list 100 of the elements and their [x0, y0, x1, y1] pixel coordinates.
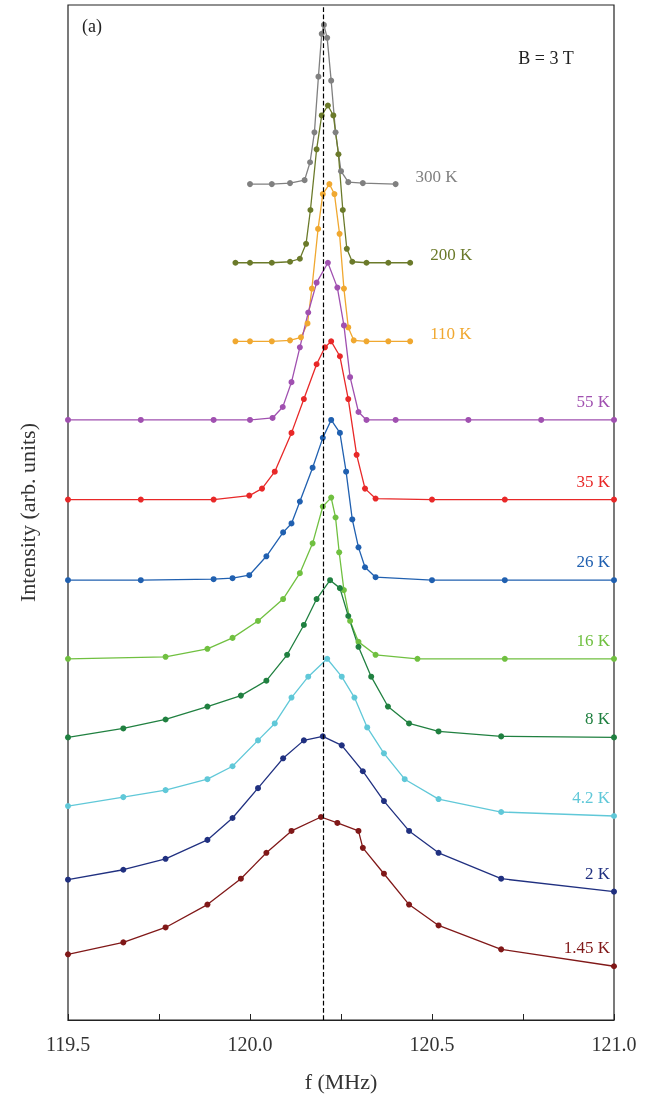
point — [406, 827, 413, 834]
point — [204, 836, 211, 843]
point — [336, 230, 343, 237]
point — [305, 309, 312, 316]
point — [296, 570, 303, 577]
point — [269, 414, 276, 421]
point — [324, 655, 331, 662]
point — [328, 338, 335, 345]
point — [407, 259, 414, 266]
point — [271, 720, 278, 727]
series-label: 2 K — [584, 863, 611, 883]
point — [385, 338, 392, 345]
point — [336, 353, 343, 360]
point — [435, 796, 442, 803]
point — [268, 181, 275, 188]
annotation: (a) — [82, 16, 102, 37]
y-axis-title: Intensity (arb. units) — [14, 422, 40, 603]
point — [288, 694, 295, 701]
point — [340, 322, 347, 329]
point — [120, 866, 127, 873]
point — [345, 179, 352, 186]
point — [401, 776, 408, 783]
point — [501, 655, 508, 662]
point — [263, 553, 270, 560]
point — [204, 645, 211, 652]
point — [255, 785, 262, 792]
point — [271, 468, 278, 475]
point — [611, 963, 617, 970]
point — [280, 596, 287, 603]
point — [338, 673, 345, 680]
point — [255, 617, 262, 624]
point — [318, 30, 325, 37]
point — [268, 338, 275, 345]
point — [350, 337, 357, 344]
point — [162, 924, 169, 931]
point — [237, 875, 244, 882]
point — [288, 379, 295, 386]
point — [296, 255, 303, 262]
point — [300, 396, 307, 403]
point — [304, 320, 311, 327]
point — [345, 396, 352, 403]
point — [326, 181, 333, 188]
point — [414, 655, 421, 662]
point — [406, 901, 413, 908]
point — [263, 849, 270, 856]
point — [324, 102, 331, 109]
point — [247, 416, 253, 423]
point — [363, 416, 370, 423]
point — [372, 574, 379, 581]
point — [359, 180, 366, 187]
point — [611, 813, 617, 819]
point — [204, 901, 211, 908]
series-label: 4.2 K — [572, 788, 611, 807]
series-label: 55 K — [576, 391, 611, 411]
series-label: 35 K — [576, 471, 611, 491]
point — [210, 496, 217, 503]
x-axis-title: f (MHz) — [304, 1068, 378, 1094]
point — [120, 939, 127, 946]
point — [363, 259, 370, 266]
point — [347, 617, 354, 624]
point — [309, 464, 316, 471]
point — [498, 875, 505, 882]
point — [284, 651, 291, 658]
point — [317, 814, 324, 820]
point — [328, 77, 335, 84]
point — [65, 496, 71, 503]
point — [246, 572, 253, 579]
point — [384, 703, 391, 710]
point — [232, 338, 239, 345]
point — [229, 634, 236, 641]
point — [359, 768, 366, 775]
point — [229, 815, 236, 821]
point — [65, 416, 71, 423]
point — [372, 495, 379, 502]
point — [287, 180, 294, 187]
point — [65, 577, 71, 584]
annotation: B = 3 T — [518, 48, 574, 68]
point — [315, 73, 322, 80]
point — [611, 496, 617, 503]
x-tick-label: 119.5 — [45, 1033, 91, 1055]
x-tick-label: 121.0 — [591, 1033, 637, 1055]
point — [137, 577, 144, 584]
point — [229, 763, 236, 770]
point — [435, 922, 442, 929]
point — [65, 876, 71, 883]
point — [353, 451, 360, 458]
point — [327, 577, 334, 584]
point — [296, 344, 303, 351]
point — [611, 416, 617, 423]
point — [336, 429, 343, 436]
point — [311, 129, 318, 136]
point — [392, 181, 399, 188]
point — [65, 655, 71, 662]
point — [611, 655, 617, 662]
point — [120, 725, 127, 732]
point — [339, 206, 346, 213]
point — [297, 334, 304, 341]
point — [280, 529, 287, 536]
point — [247, 338, 253, 345]
point — [385, 259, 392, 266]
